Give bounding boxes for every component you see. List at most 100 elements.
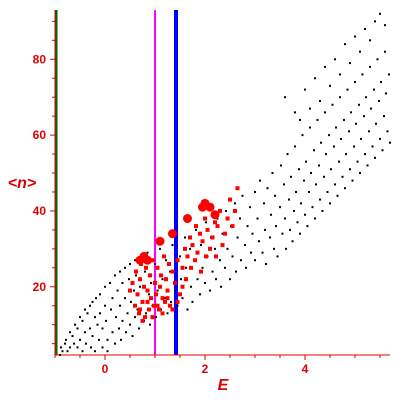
black-data-point bbox=[215, 278, 217, 281]
red-data-point bbox=[170, 307, 175, 312]
red-data-point bbox=[204, 254, 208, 259]
black-data-point bbox=[74, 323, 76, 326]
black-data-point bbox=[284, 96, 286, 99]
red-data-point bbox=[155, 303, 160, 308]
black-data-point bbox=[119, 304, 121, 307]
black-data-point bbox=[214, 247, 216, 250]
red-data-point bbox=[228, 197, 232, 202]
black-data-point bbox=[343, 118, 345, 121]
black-data-point bbox=[356, 160, 359, 163]
black-data-point bbox=[110, 308, 112, 311]
black-data-point bbox=[161, 278, 164, 281]
black-data-point bbox=[186, 308, 189, 311]
red-data-point bbox=[152, 303, 156, 308]
black-data-point bbox=[266, 187, 269, 190]
black-data-point bbox=[379, 137, 381, 140]
black-data-point bbox=[286, 153, 289, 156]
black-data-point bbox=[359, 172, 361, 175]
red-data-point bbox=[135, 292, 140, 297]
black-data-point bbox=[353, 145, 355, 148]
black-data-point bbox=[304, 213, 306, 216]
black-data-point bbox=[273, 247, 275, 250]
black-data-point bbox=[350, 111, 352, 114]
black-data-point bbox=[354, 81, 356, 84]
black-data-point bbox=[96, 323, 99, 326]
black-data-point bbox=[121, 281, 124, 284]
black-data-point bbox=[101, 346, 104, 349]
black-data-point bbox=[269, 236, 271, 239]
red-data-point bbox=[140, 299, 145, 304]
red-data-point bbox=[178, 292, 182, 297]
black-data-point bbox=[339, 73, 341, 76]
black-data-point bbox=[81, 319, 84, 322]
black-data-point bbox=[91, 335, 94, 338]
red-data-point bbox=[140, 318, 145, 323]
black-data-point bbox=[139, 285, 141, 288]
black-data-point bbox=[295, 190, 297, 193]
black-data-point bbox=[265, 263, 267, 266]
black-data-point bbox=[270, 213, 272, 216]
black-data-point bbox=[261, 251, 264, 254]
black-data-point bbox=[306, 225, 309, 228]
red-data-point bbox=[194, 224, 198, 229]
black-data-point bbox=[189, 247, 191, 250]
black-data-point bbox=[135, 274, 137, 277]
black-data-point bbox=[371, 145, 374, 148]
red-data-point bbox=[138, 277, 142, 282]
black-data-point bbox=[348, 130, 350, 133]
black-data-point bbox=[341, 175, 344, 178]
black-data-point bbox=[305, 160, 307, 163]
red-data-point bbox=[189, 265, 193, 270]
black-data-point bbox=[169, 270, 171, 273]
black-data-point bbox=[90, 346, 92, 349]
black-data-point bbox=[301, 134, 304, 137]
black-data-point bbox=[181, 297, 184, 300]
black-data-point bbox=[216, 217, 219, 220]
black-data-point bbox=[383, 115, 385, 118]
black-data-point bbox=[66, 350, 69, 353]
black-data-point bbox=[131, 335, 134, 338]
red-data-point bbox=[218, 208, 222, 213]
y-tick-label: 40 bbox=[33, 204, 47, 218]
black-data-point bbox=[354, 35, 356, 38]
black-data-point bbox=[95, 297, 97, 300]
black-data-point bbox=[309, 126, 311, 129]
black-data-point bbox=[114, 342, 116, 345]
black-data-point bbox=[125, 331, 127, 334]
red-data-point bbox=[223, 231, 227, 236]
black-data-point bbox=[313, 149, 315, 152]
red-data-point bbox=[183, 246, 187, 251]
black-data-point bbox=[294, 145, 296, 148]
black-data-point bbox=[134, 259, 136, 262]
black-data-point bbox=[60, 346, 62, 349]
black-data-point bbox=[185, 266, 187, 269]
y-tick-label: 80 bbox=[33, 52, 47, 66]
black-data-point bbox=[360, 137, 362, 140]
black-data-point bbox=[321, 209, 324, 212]
red-data-point bbox=[157, 307, 161, 312]
red-data-point bbox=[199, 269, 203, 274]
black-data-point bbox=[170, 300, 172, 303]
red-data-point bbox=[143, 315, 147, 320]
black-data-point bbox=[275, 225, 277, 228]
black-data-point bbox=[259, 179, 261, 182]
black-data-point bbox=[241, 194, 244, 197]
black-data-point bbox=[304, 88, 306, 91]
black-data-point bbox=[180, 278, 182, 281]
red-data-point bbox=[163, 299, 167, 304]
black-data-point bbox=[384, 24, 386, 27]
black-data-point bbox=[271, 172, 274, 175]
black-data-point bbox=[124, 266, 126, 269]
black-data-point bbox=[240, 259, 242, 262]
black-data-point bbox=[363, 115, 365, 118]
black-data-point bbox=[315, 183, 317, 186]
black-data-point bbox=[155, 316, 157, 319]
black-data-point bbox=[349, 62, 351, 65]
black-data-point bbox=[179, 255, 181, 258]
black-data-point bbox=[149, 323, 151, 326]
black-data-point bbox=[386, 130, 389, 133]
black-data-point bbox=[344, 187, 346, 190]
black-data-point bbox=[294, 111, 296, 114]
black-data-point bbox=[106, 350, 109, 353]
